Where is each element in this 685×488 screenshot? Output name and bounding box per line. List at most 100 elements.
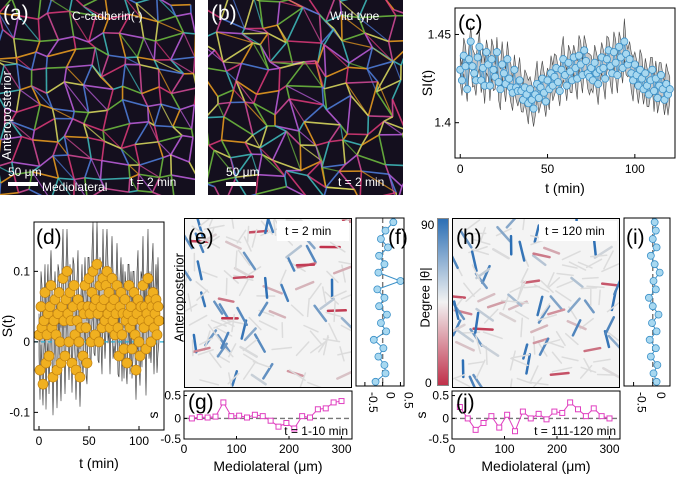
cell-edge [139, 16, 145, 39]
cell-edge [4, 63, 18, 67]
cell-edge [339, 124, 344, 141]
profile-point [652, 327, 661, 336]
cell-edge [366, 68, 379, 83]
orientation-segment [264, 219, 270, 235]
cell-edge [323, 82, 347, 90]
orientation-segment [520, 268, 529, 283]
cell-edge [304, 121, 341, 126]
cell-edge [72, 118, 85, 125]
cell-edge [298, 121, 305, 132]
cell-edge [64, 135, 92, 160]
orientation-segment [531, 254, 547, 267]
cell-edge [315, 145, 323, 168]
orientation-segment [525, 353, 532, 375]
cell-edge [392, 60, 402, 81]
cell-edge [244, 27, 269, 34]
cell-edge [0, 14, 4, 30]
cell-edge [119, 32, 144, 39]
cell-edge [108, 54, 126, 59]
orientation-segment [215, 327, 233, 337]
cell-edge [68, 11, 75, 37]
orientation-segment [340, 324, 351, 332]
si-point [461, 62, 470, 71]
orientation-segment [556, 272, 574, 277]
cell-edge [125, 0, 141, 18]
orientation-segment [547, 276, 561, 289]
cell-edge [306, 160, 323, 177]
profile-point [275, 423, 282, 430]
si-point [543, 76, 552, 85]
cell-edge [100, 177, 130, 181]
axes-frame [183, 390, 353, 440]
cell-edge [46, 12, 60, 41]
cell-edge [170, 135, 183, 156]
orientation-segment [239, 345, 258, 358]
cell-edge [241, 33, 261, 46]
profile-point [651, 285, 660, 294]
orientation-segment [328, 322, 338, 341]
orientation-segment [201, 270, 218, 278]
panel-letter-a: (a) [3, 2, 29, 25]
cell-edge [170, 93, 181, 111]
profile-point [456, 404, 463, 410]
cell-edge [4, 107, 17, 113]
s-point [134, 350, 146, 362]
cell-edge [325, 14, 342, 23]
cell-edge [208, 67, 227, 73]
orientation-segment [564, 332, 579, 346]
cell-edge [367, 81, 379, 117]
cell-edge [384, 164, 390, 175]
colorbar-label: Degree |θ| [417, 267, 433, 328]
axis-vertical-label-e: Anteroposterior [171, 253, 187, 342]
y-tick-label: 0.5 [164, 389, 181, 403]
orientation-segment [567, 297, 581, 313]
cell-edge [103, 140, 122, 150]
profile-point [381, 226, 390, 235]
orientation-segment [242, 362, 256, 380]
time-window-label: t = 111-120 min [534, 424, 616, 438]
si-point [599, 64, 608, 73]
cell-edge [320, 167, 327, 188]
cell-edge [391, 79, 402, 100]
orientation-segment [326, 270, 339, 284]
cell-edge [51, 0, 70, 12]
cell-edge [208, 48, 224, 63]
cell-edge [375, 91, 394, 118]
orientation-segment [288, 369, 306, 381]
profile-point [551, 408, 558, 415]
orientation-segment [263, 276, 269, 299]
orientation-segment [475, 359, 486, 379]
cell-edge [235, 80, 255, 104]
profile-point [380, 260, 389, 269]
cell-edge [223, 61, 242, 65]
orientation-segment [185, 269, 192, 282]
cell-edge [259, 125, 268, 149]
cell-edge [288, 98, 300, 132]
cell-edge [217, 101, 231, 105]
cell-edge [74, 110, 89, 114]
cell-edge [344, 154, 358, 166]
cell-edge [321, 141, 330, 168]
profile-point [567, 399, 574, 406]
si-point [613, 71, 622, 80]
cell-edge [69, 10, 96, 17]
orientation-segment [220, 319, 235, 327]
si-point [648, 65, 657, 74]
orientation-segment [453, 255, 459, 270]
profile-point [389, 218, 398, 227]
cell-edge [73, 179, 76, 195]
cell-edge [87, 136, 105, 143]
chart-i: -0.5 0 [623, 217, 671, 413]
cell-edge [147, 103, 162, 108]
orientation-segment [555, 330, 566, 347]
profile-point [648, 319, 656, 327]
orientation-segment [509, 284, 526, 293]
cell-edge [28, 171, 34, 190]
cell-edge [215, 18, 223, 33]
si-point [657, 71, 666, 80]
si-point [602, 55, 611, 64]
cell-edge [274, 90, 280, 115]
panel-letter-d: (d) [36, 226, 62, 249]
cell-edge [102, 122, 131, 132]
cell-edge [268, 67, 280, 71]
